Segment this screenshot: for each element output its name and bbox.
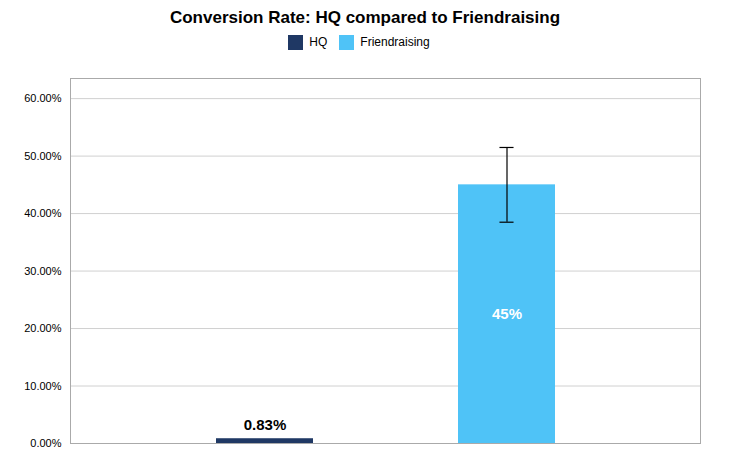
svg-text:20.00%: 20.00%: [24, 322, 62, 334]
html-text:Conversion Rate: HQ compared t: Conversion Rate: HQ compared to Friendra…: [169, 8, 561, 27]
svg-text:50.00%: 50.00%: [24, 150, 62, 162]
html-text:HQ: HQ: [309, 35, 328, 49]
svg-text:0.83%: 0.83%: [244, 416, 287, 433]
svg-text:30.00%: 30.00%: [24, 265, 62, 277]
html-text:Friendraising: Friendraising: [360, 35, 430, 49]
svg-text:0.00%: 0.00%: [30, 437, 61, 449]
svg-text:60.00%: 60.00%: [24, 92, 62, 104]
svg-text:40.00%: 40.00%: [24, 207, 62, 219]
svg-text:45%: 45%: [492, 305, 522, 322]
svg-text:10.00%: 10.00%: [24, 380, 62, 392]
